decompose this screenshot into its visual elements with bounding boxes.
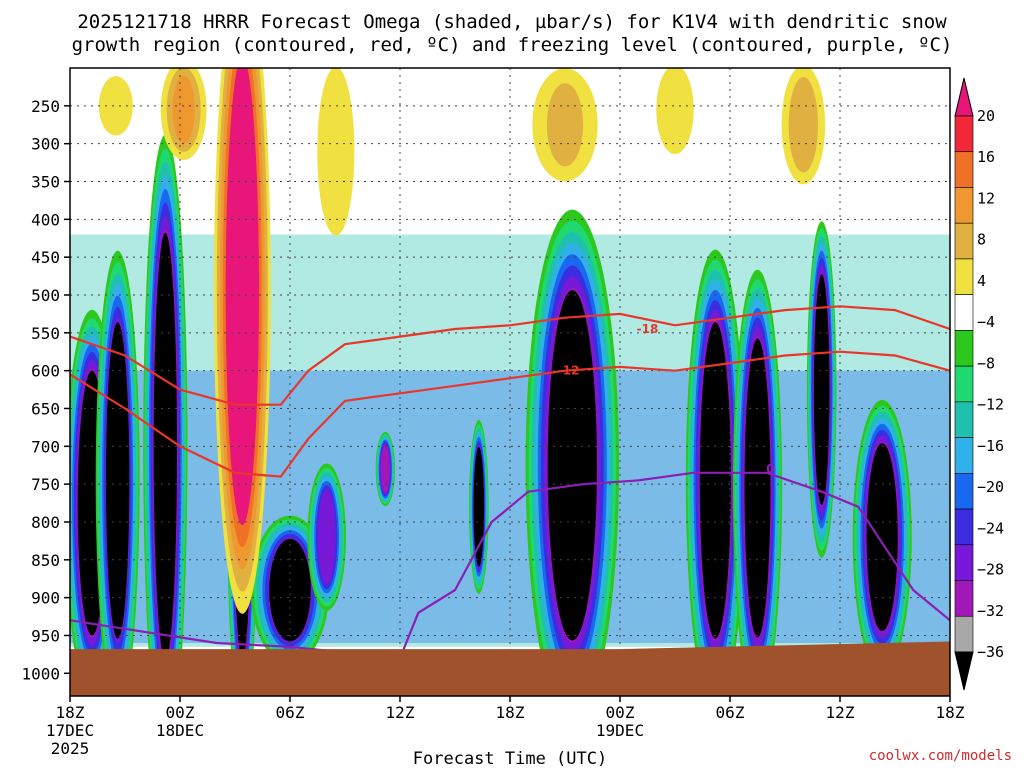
y-tick-label-250: 250 xyxy=(31,97,60,116)
colorbar-label-5: −4 xyxy=(977,313,995,331)
omega-cell-7-band-9 xyxy=(473,447,485,567)
colorbar-label-2: 12 xyxy=(977,189,995,207)
x-axis-label: Forecast Time (UTC) xyxy=(413,749,607,768)
omega-cell-11-band-9 xyxy=(813,274,830,505)
colorbar: 20 16 12 8 4 −4 −8 −12 −16 −20 −24 −28 −32 −36 xyxy=(954,77,1004,691)
y-tick-label-550: 550 xyxy=(31,324,60,343)
omega-cell-4-band-9 xyxy=(269,538,311,642)
chart-title-line1: 2025121718 HRRR Forecast Omega (shaded, … xyxy=(77,11,947,33)
colorbar-label-4: 4 xyxy=(977,272,986,290)
colorbar-label-9: −20 xyxy=(977,478,1004,496)
x-tick-label-0-3: 2025 xyxy=(51,739,90,758)
x-tick-label-48-1: 18Z xyxy=(936,703,965,722)
omega-cell-10-band-9 xyxy=(744,338,771,638)
y-tick-label-600: 600 xyxy=(31,362,60,381)
colorbar-seg-5 xyxy=(954,258,974,295)
terrain-ground xyxy=(70,641,950,696)
contour-lines: -18 -12 0 xyxy=(70,305,950,660)
colorbar-seg-13 xyxy=(954,544,974,581)
y-tick-label-300: 300 xyxy=(31,135,60,154)
x-tick-label-0-2: 17DEC xyxy=(46,721,94,740)
chart-title-line2: growth region (contoured, red, ºC) and f… xyxy=(72,34,953,56)
omega-cell-9-band-9 xyxy=(699,322,731,639)
colorbar-top-arrow xyxy=(954,77,974,117)
omega-shading xyxy=(70,68,950,696)
y-tick-label-450: 450 xyxy=(31,248,60,267)
colorbar-seg-10 xyxy=(954,437,974,474)
omega-cell-2-band-9 xyxy=(153,232,178,660)
omega-cell-14-band-2 xyxy=(172,75,195,144)
colorbar-seg-7 xyxy=(954,330,974,367)
colorbar-seg-14 xyxy=(954,580,974,617)
colorbar-bottom-arrow xyxy=(954,651,974,691)
x-tick-label-18-1: 12Z xyxy=(386,703,415,722)
omega-cell-16-band-0 xyxy=(317,68,355,236)
colorbar-label-10: −24 xyxy=(977,519,1004,537)
omega-cell-12-band-9 xyxy=(866,443,898,632)
colorbar-label-7: −12 xyxy=(977,396,1004,414)
x-tick-label-36-1: 06Z xyxy=(716,703,745,722)
dgz-contour-1 xyxy=(70,350,950,478)
colorbar-seg-6 xyxy=(954,294,974,331)
colorbar-label-3: 8 xyxy=(977,231,986,249)
colorbar-seg-2 xyxy=(954,151,974,188)
freezing-contour-label-0: 0 xyxy=(766,462,774,476)
omega-cell-15-band-0 xyxy=(98,76,133,136)
credit-text: coolwx.com/models xyxy=(869,748,1012,764)
colorbar-seg-9 xyxy=(954,401,974,438)
colorbar-label-8: −16 xyxy=(977,437,1004,455)
dgz-contour-label-1: -12 xyxy=(558,364,580,378)
colorbar-seg-8 xyxy=(954,365,974,403)
y-tick-label-900: 900 xyxy=(31,589,60,608)
x-tick-label-6-1: 00Z xyxy=(166,703,195,722)
y-tick-label-400: 400 xyxy=(31,210,60,229)
y-tick-label-750: 750 xyxy=(31,475,60,494)
x-tick-label-24-1: 18Z xyxy=(496,703,525,722)
y-tick-label-700: 700 xyxy=(31,437,60,456)
colorbar-seg-12 xyxy=(954,508,974,546)
omega-cell-13-band-5 xyxy=(225,68,259,525)
colorbar-seg-3 xyxy=(954,187,974,224)
x-tick-label-30-1: 00Z xyxy=(606,703,635,722)
y-axis-ticks: 250 300 350 400 450 500 550 600 650 700 750 800 850 9… xyxy=(21,97,70,683)
x-tick-label-12-1: 06Z xyxy=(276,703,305,722)
y-tick-label-350: 350 xyxy=(31,172,60,191)
x-tick-label-0-1: 18Z xyxy=(56,703,85,722)
x-tick-label-42-1: 12Z xyxy=(826,703,855,722)
colorbar-seg-11 xyxy=(954,473,974,510)
colorbar-label-6: −8 xyxy=(977,354,995,372)
omega-cell-18-band-1 xyxy=(788,77,818,173)
dgz-contour-label-0: -18 xyxy=(637,322,659,336)
omega-cell-19-band-0 xyxy=(656,68,694,155)
colorbar-label-0: 20 xyxy=(977,107,995,125)
x-tick-label-30-2: 19DEC xyxy=(596,721,644,740)
colorbar-seg-4 xyxy=(954,222,974,260)
omega-cell-5-band-6 xyxy=(317,489,336,585)
omega-cell-8-band-9 xyxy=(547,290,598,641)
x-tick-label-6-2: 18DEC xyxy=(156,721,204,740)
plot-area: -18 -12 0 xyxy=(70,68,950,696)
y-tick-label-1000: 1000 xyxy=(21,664,60,683)
y-tick-label-650: 650 xyxy=(31,399,60,418)
y-tick-label-850: 850 xyxy=(31,551,60,570)
y-tick-label-800: 800 xyxy=(31,513,60,532)
omega-cell-6-band-7 xyxy=(380,445,390,493)
colorbar-label-1: 16 xyxy=(977,148,995,166)
omega-cell-1-band-9 xyxy=(105,322,130,639)
colorbar-label-12: −32 xyxy=(977,602,1004,620)
y-tick-label-950: 950 xyxy=(31,626,60,645)
colorbar-seg-15 xyxy=(954,615,974,653)
colorbar-label-13: −36 xyxy=(977,643,1004,661)
freezing-contour-0 xyxy=(70,471,950,660)
y-tick-label-500: 500 xyxy=(31,286,60,305)
dgz-contour-0 xyxy=(70,305,950,406)
omega-cell-17-band-1 xyxy=(546,83,584,167)
colorbar-label-11: −28 xyxy=(977,561,1004,579)
colorbar-seg-1 xyxy=(954,115,974,153)
